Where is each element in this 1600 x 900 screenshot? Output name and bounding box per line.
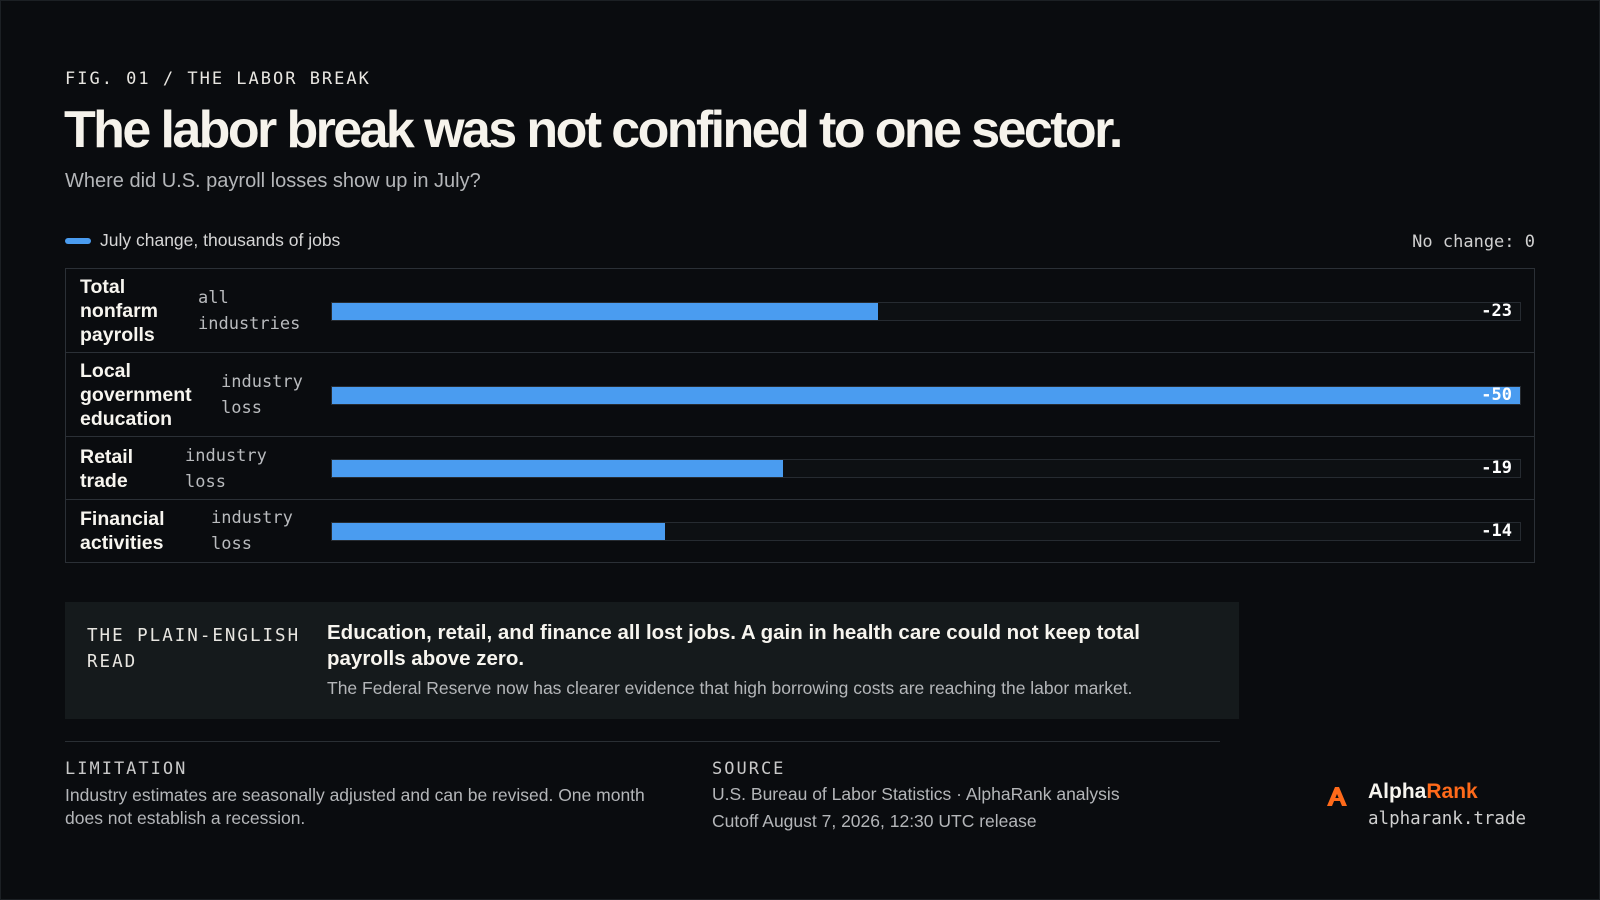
zero-note: No change: 0 xyxy=(1412,232,1535,252)
chart-title: The labor break was not confined to one … xyxy=(64,101,1123,159)
chart-legend: July change, thousands of jobs xyxy=(65,230,340,251)
footer-divider xyxy=(65,741,1220,742)
legend-label: July change, thousands of jobs xyxy=(100,230,341,250)
bar-value-label: -50 xyxy=(1481,385,1512,405)
read-kicker: THE PLAIN-ENGLISH READ xyxy=(87,626,301,672)
bar-value-label: -14 xyxy=(1481,521,1512,541)
source-line-2: Cutoff August 7, 2026, 12:30 UTC release xyxy=(712,811,1037,831)
brand-name-part1: Alpha xyxy=(1368,780,1427,803)
bar xyxy=(332,387,1520,404)
limitation-text: Industry estimates are seasonally adjust… xyxy=(65,785,645,828)
chart-row: Financial activities industry loss -14 xyxy=(66,500,1534,562)
bar-chart: Total nonfarm payrolls all industries -23 Loca… xyxy=(65,268,1535,563)
row-category-label: Retail trade xyxy=(80,446,134,492)
read-body: The Federal Reserve now has clearer evid… xyxy=(327,678,1133,698)
bar-track: -23 xyxy=(331,302,1521,321)
row-note: all industries xyxy=(198,288,301,334)
row-note: industry loss xyxy=(185,446,267,492)
chart-row: Total nonfarm payrolls all industries -23 xyxy=(66,269,1534,353)
source-line-1: U.S. Bureau of Labor Statistics · AlphaR… xyxy=(712,784,1120,804)
brand-url: alpharank.trade xyxy=(1368,809,1527,829)
bar xyxy=(332,523,665,540)
source-kicker: SOURCE xyxy=(712,759,786,779)
brand-name-part2: Rank xyxy=(1426,780,1478,803)
chart-subtitle: Where did U.S. payroll losses show up in… xyxy=(65,170,481,192)
chart-row: Retail trade industry loss -19 xyxy=(66,437,1534,500)
bar-value-label: -19 xyxy=(1481,458,1512,478)
chart-row: Local government education industry loss -50 xyxy=(66,353,1534,437)
bar xyxy=(332,460,783,477)
row-note: industry loss xyxy=(211,508,293,554)
alpharank-logo-icon xyxy=(1327,787,1347,806)
legend-swatch xyxy=(65,237,91,244)
limitation-kicker: LIMITATION xyxy=(65,759,188,779)
read-headline: Education, retail, and finance all lost … xyxy=(327,621,1140,670)
bar-track: -50 xyxy=(331,386,1521,405)
bar xyxy=(332,303,878,320)
row-category-label: Total nonfarm payrolls xyxy=(80,276,158,346)
figure-label: FIG. 01 / THE LABOR BREAK xyxy=(65,69,371,89)
row-note: industry loss xyxy=(221,372,303,418)
bar-track: -19 xyxy=(331,459,1521,478)
bar-value-label: -23 xyxy=(1481,301,1512,321)
row-category-label: Financial activities xyxy=(80,508,165,554)
brand-name: AlphaRank xyxy=(1368,780,1478,804)
plain-english-read-box: THE PLAIN-ENGLISH READ Education, retail,… xyxy=(65,602,1239,719)
bar-track: -14 xyxy=(331,522,1521,541)
row-category-label: Local government education xyxy=(80,360,192,430)
